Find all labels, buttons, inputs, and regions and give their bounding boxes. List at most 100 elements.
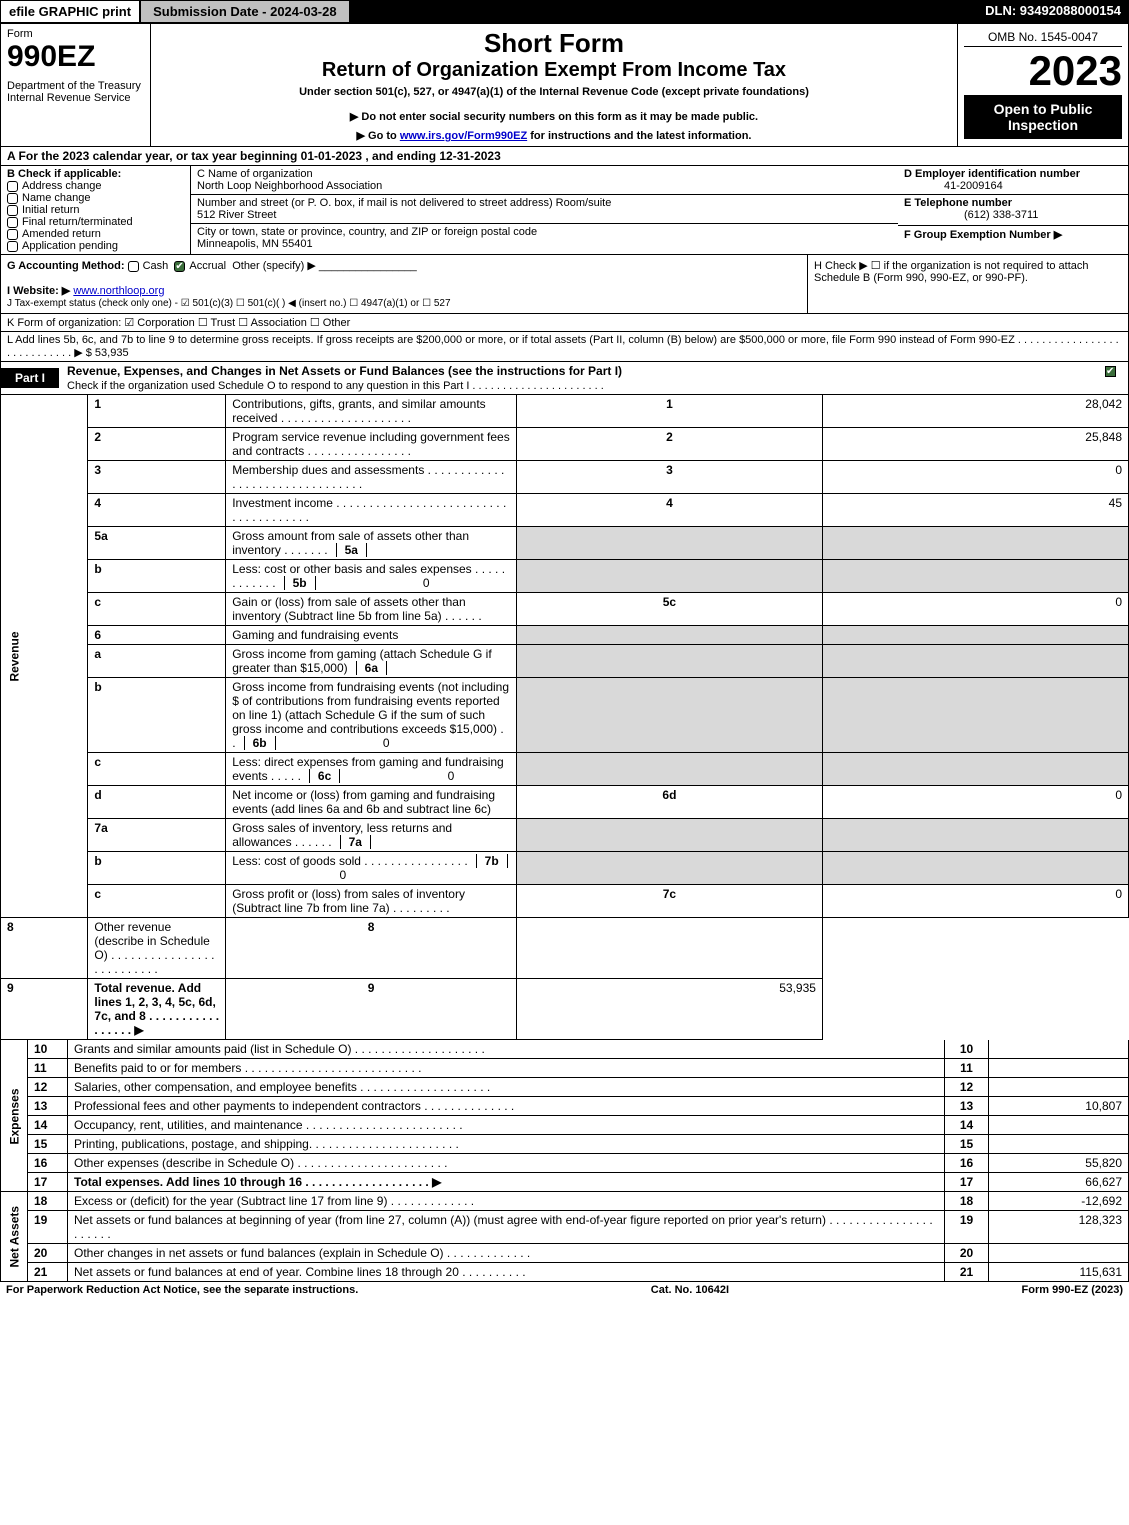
line-number: 19 (28, 1211, 68, 1244)
line-number: 2 (88, 428, 226, 461)
table-row: 3Membership dues and assessments . . . .… (1, 461, 1129, 494)
line-value (989, 1078, 1129, 1097)
table-row: 8Other revenue (describe in Schedule O) … (1, 918, 1129, 979)
table-row: 10Grants and similar amounts paid (list … (1, 1040, 1129, 1059)
line-box: 17 (945, 1173, 989, 1192)
line-number: 5a (88, 527, 226, 560)
line-number: c (88, 753, 226, 786)
website-link[interactable]: www.northloop.org (73, 285, 164, 297)
line-box (516, 753, 822, 786)
line-desc: Investment income . . . . . . . . . . . … (226, 494, 517, 527)
main-title: Return of Organization Exempt From Incom… (157, 59, 951, 82)
line-desc: Gross profit or (loss) from sales of inv… (226, 885, 517, 918)
table-row: 1Contributions, gifts, grants, and simil… (1, 395, 1129, 428)
line-value: 10,807 (989, 1097, 1129, 1116)
line-value (822, 645, 1128, 678)
inner-box-label: 7a (340, 835, 371, 849)
line-value: 45 (822, 494, 1128, 527)
table-row: 13Professional fees and other payments t… (1, 1097, 1129, 1116)
g-other: Other (specify) ▶ (232, 260, 316, 272)
table-row: 14Occupancy, rent, utilities, and mainte… (1, 1116, 1129, 1135)
line-box: 1 (516, 395, 822, 428)
line-value: -12,692 (989, 1192, 1129, 1211)
f-label: F Group Exemption Number ▶ (904, 229, 1062, 241)
line-value (989, 1244, 1129, 1263)
revenue-table: Revenue 1Contributions, gifts, grants, a… (0, 395, 1129, 1040)
line-value: 128,323 (989, 1211, 1129, 1244)
g-label: G Accounting Method: (7, 260, 128, 272)
chk-pending[interactable] (7, 241, 18, 252)
line-desc: Gross income from fundraising events (no… (226, 678, 517, 753)
gh-block: G Accounting Method: Cash Accrual Other … (0, 255, 1129, 314)
b-checkboxes: B Check if applicable: Address change Na… (1, 166, 191, 254)
opt-name: Name change (22, 192, 91, 204)
line-box: 14 (945, 1116, 989, 1135)
line-number: 3 (88, 461, 226, 494)
line-number: 8 (1, 918, 88, 979)
inner-box-value: 0 (340, 769, 460, 783)
opt-final: Final return/terminated (22, 216, 133, 228)
efile-label[interactable]: efile GRAPHIC print (0, 0, 140, 23)
chk-initial[interactable] (7, 205, 18, 216)
line-value: 66,627 (989, 1173, 1129, 1192)
chk-cash[interactable] (128, 261, 139, 272)
i-label: I Website: ▶ (7, 285, 70, 297)
line-box: 15 (945, 1135, 989, 1154)
line-box (516, 626, 822, 645)
chk-address-change[interactable] (7, 181, 18, 192)
line-box (516, 819, 822, 852)
line-number: 7a (88, 819, 226, 852)
line-box (516, 527, 822, 560)
org-name: North Loop Neighborhood Association (197, 180, 382, 192)
chk-final[interactable] (7, 217, 18, 228)
inner-box-value: 0 (232, 868, 352, 882)
chk-name-change[interactable] (7, 193, 18, 204)
line-number: 11 (28, 1059, 68, 1078)
line-value: 0 (822, 786, 1128, 819)
table-row: 4Investment income . . . . . . . . . . .… (1, 494, 1129, 527)
inner-box-value: 0 (276, 736, 396, 750)
line-value (822, 626, 1128, 645)
short-form-title: Short Form (157, 28, 951, 59)
line-value (822, 819, 1128, 852)
line-desc: Benefits paid to or for members . . . . … (68, 1059, 945, 1078)
table-row: 20Other changes in net assets or fund ba… (1, 1244, 1129, 1263)
table-row: 11Benefits paid to or for members . . . … (1, 1059, 1129, 1078)
line-number: b (88, 852, 226, 885)
line-number: b (88, 678, 226, 753)
phone-value: (612) 338-3711 (904, 209, 1038, 221)
form-word: Form (7, 28, 144, 40)
c-addr-label: Number and street (or P. O. box, if mail… (197, 197, 611, 209)
line-desc: Total revenue. Add lines 1, 2, 3, 4, 5c,… (88, 979, 226, 1040)
c-name-label: C Name of organization (197, 168, 313, 180)
line-box: 18 (945, 1192, 989, 1211)
chk-accrual[interactable] (174, 261, 185, 272)
line-box (516, 560, 822, 593)
line-box: 4 (516, 494, 822, 527)
line-box: 12 (945, 1078, 989, 1097)
line-box: 19 (945, 1211, 989, 1244)
goto-link[interactable]: www.irs.gov/Form990EZ (400, 130, 527, 142)
line-box: 3 (516, 461, 822, 494)
j-line: J Tax-exempt status (check only one) - ☑… (7, 298, 451, 309)
org-address: 512 River Street (197, 209, 276, 221)
chk-amended[interactable] (7, 229, 18, 240)
line-number: 16 (28, 1154, 68, 1173)
line-number: 21 (28, 1263, 68, 1282)
line-value: 115,631 (989, 1263, 1129, 1282)
part-i-check[interactable] (1105, 366, 1116, 377)
table-row: 19Net assets or fund balances at beginni… (1, 1211, 1129, 1244)
line-value (822, 527, 1128, 560)
line-value (989, 1040, 1129, 1059)
line-number: 13 (28, 1097, 68, 1116)
expenses-side-label: Expenses (1, 1040, 28, 1192)
line-box: 13 (945, 1097, 989, 1116)
line-number: 9 (1, 979, 88, 1040)
top-bar: efile GRAPHIC print Submission Date - 20… (0, 0, 1129, 23)
open-public-box: Open to Public Inspection (964, 95, 1122, 139)
line-desc: Program service revenue including govern… (226, 428, 517, 461)
form-header: Form 990EZ Department of the Treasury In… (0, 23, 1129, 147)
net-assets-table: Net Assets 18Excess or (deficit) for the… (0, 1192, 1129, 1282)
part-i-header: Part I Revenue, Expenses, and Changes in… (0, 362, 1129, 395)
table-row: 18Excess or (deficit) for the year (Subt… (1, 1192, 1129, 1211)
